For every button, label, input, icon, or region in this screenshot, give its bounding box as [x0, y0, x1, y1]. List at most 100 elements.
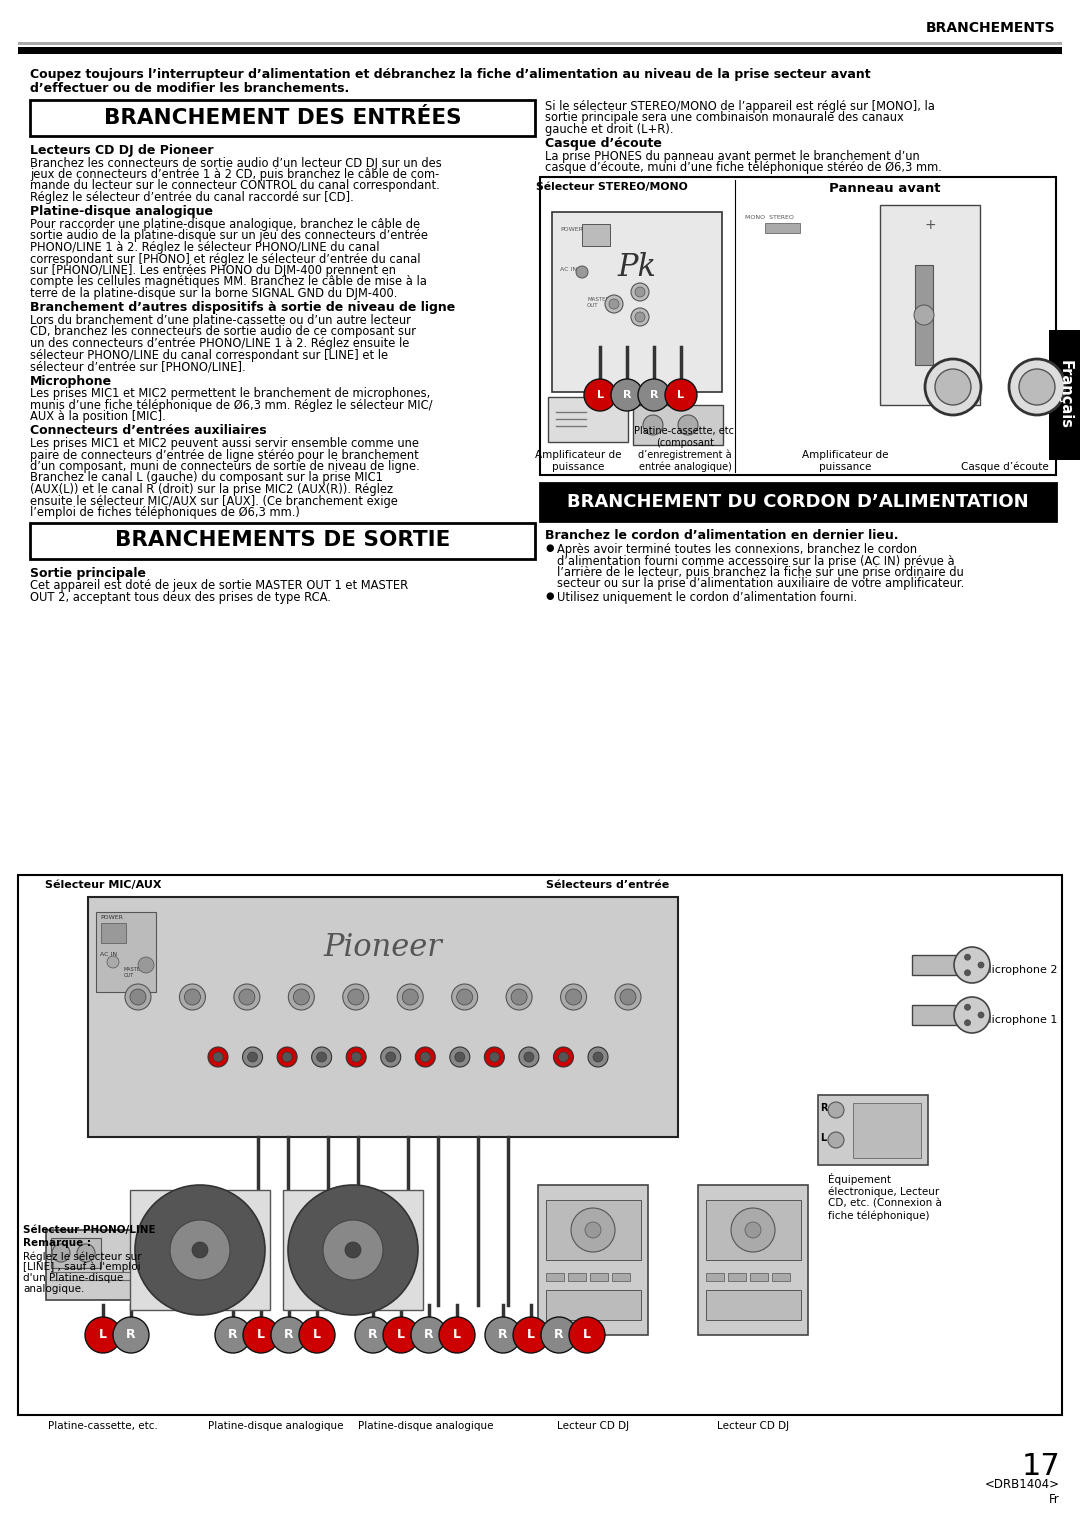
Circle shape	[828, 1102, 843, 1118]
Bar	[880, 205, 980, 405]
Text: Cet appareil est doté de jeux de sortie MASTER OUT 1 et MASTER: Cet appareil est doté de jeux de sortie …	[30, 579, 408, 591]
Text: <DRB1404>: <DRB1404>	[985, 1478, 1059, 1491]
Text: R: R	[424, 1328, 434, 1342]
Circle shape	[355, 1317, 391, 1352]
Text: R: R	[554, 1328, 564, 1342]
Bar	[546, 1273, 564, 1280]
Text: L: L	[527, 1328, 535, 1342]
Bar	[102, 923, 126, 943]
Bar	[612, 1273, 630, 1280]
Text: Réglez le sélecteur d’entrée du canal raccordé sur [CD].: Réglez le sélecteur d’entrée du canal ra…	[30, 191, 354, 205]
Bar	[590, 1273, 608, 1280]
Bar	[548, 397, 627, 442]
Bar	[633, 405, 723, 445]
Circle shape	[571, 1209, 615, 1251]
Circle shape	[964, 1019, 971, 1025]
Circle shape	[213, 1051, 222, 1062]
Circle shape	[561, 984, 586, 1010]
Circle shape	[643, 416, 663, 435]
Circle shape	[271, 1317, 307, 1352]
Text: Lors du branchement d’une platine-cassette ou d’un autre lecteur: Lors du branchement d’une platine-casset…	[30, 313, 410, 327]
Circle shape	[247, 1051, 257, 1062]
Circle shape	[678, 416, 698, 435]
Text: MONO  STEREO: MONO STEREO	[745, 215, 794, 220]
Text: d’un composant, muni de connecteurs de sortie de niveau de ligne.: d’un composant, muni de connecteurs de s…	[30, 460, 420, 474]
Circle shape	[179, 984, 205, 1010]
Circle shape	[347, 1047, 366, 1067]
Text: secteur ou sur la prise d’alimentation auxiliaire de votre amplificateur.: secteur ou sur la prise d’alimentation a…	[557, 578, 964, 590]
Text: Sortie principale: Sortie principale	[30, 567, 146, 579]
Text: R: R	[498, 1328, 508, 1342]
Text: L: L	[583, 1328, 591, 1342]
Circle shape	[113, 1317, 149, 1352]
Circle shape	[541, 1317, 577, 1352]
Circle shape	[609, 299, 619, 309]
Circle shape	[507, 984, 532, 1010]
Bar	[46, 1230, 156, 1300]
Bar	[540, 483, 1056, 521]
Text: R: R	[368, 1328, 378, 1342]
Circle shape	[351, 1051, 361, 1062]
Bar	[51, 1238, 102, 1268]
Text: l’emploi de fiches téléphoniques de Ø6,3 mm.): l’emploi de fiches téléphoniques de Ø6,3…	[30, 506, 300, 520]
Text: ●: ●	[545, 591, 554, 601]
Text: Platine-disque analogique: Platine-disque analogique	[359, 1421, 494, 1432]
Bar	[546, 1290, 642, 1320]
Text: R: R	[228, 1328, 238, 1342]
Circle shape	[978, 963, 984, 969]
Text: munis d’une fiche téléphonique de Ø6,3 mm. Réglez le sélecteur MIC/: munis d’une fiche téléphonique de Ø6,3 m…	[30, 399, 432, 411]
Text: Coupez toujours l’interrupteur d’alimentation et débranchez la fiche d’alimentat: Coupez toujours l’interrupteur d’aliment…	[30, 69, 870, 81]
Text: PHONO/LINE 1 à 2. Réglez le sélecteur PHONO/LINE du canal: PHONO/LINE 1 à 2. Réglez le sélecteur PH…	[30, 241, 379, 254]
Bar	[546, 1199, 642, 1261]
Bar	[568, 1273, 586, 1280]
Text: Platine-disque analogique: Platine-disque analogique	[208, 1421, 343, 1432]
Text: Français: Français	[1058, 361, 1074, 429]
Text: BRANCHEMENT DU CORDON D’ALIMENTATION: BRANCHEMENT DU CORDON D’ALIMENTATION	[567, 494, 1029, 510]
Text: (AUX(L)) et le canal R (droit) sur la prise MIC2 (AUX(R)). Réglez: (AUX(L)) et le canal R (droit) sur la pr…	[30, 483, 393, 497]
Text: Pour raccorder une platine-disque analogique, branchez le câble de: Pour raccorder une platine-disque analog…	[30, 219, 420, 231]
Bar	[540, 177, 1056, 475]
Circle shape	[85, 1317, 121, 1352]
Text: sélecteur d’entrée sur [PHONO/LINE].: sélecteur d’entrée sur [PHONO/LINE].	[30, 361, 245, 373]
Circle shape	[566, 989, 581, 1005]
Bar	[772, 1273, 789, 1280]
Text: gauche et droit (L+R).: gauche et droit (L+R).	[545, 122, 674, 136]
Text: L: L	[677, 390, 685, 400]
Circle shape	[569, 1317, 605, 1352]
Text: Amplificateur de
puissance: Amplificateur de puissance	[801, 451, 888, 472]
Circle shape	[576, 266, 588, 278]
Circle shape	[489, 1051, 499, 1062]
Text: l’arrière de le lecteur, puis branchez la fiche sur une prise ordinaire du: l’arrière de le lecteur, puis branchez l…	[557, 565, 963, 579]
Circle shape	[438, 1317, 475, 1352]
Circle shape	[316, 1051, 326, 1062]
Text: Lecteurs CD DJ de Pioneer: Lecteurs CD DJ de Pioneer	[30, 144, 214, 157]
Text: Utilisez uniquement le cordon d’alimentation fourni.: Utilisez uniquement le cordon d’alimenta…	[557, 591, 858, 604]
Circle shape	[294, 989, 309, 1005]
Circle shape	[524, 1051, 534, 1062]
Bar	[18, 876, 1062, 1415]
Bar	[87, 897, 678, 1137]
Circle shape	[342, 984, 368, 1010]
Circle shape	[635, 287, 645, 296]
Text: paire de connecteurs d’entrée de ligne stéréo pour le branchement: paire de connecteurs d’entrée de ligne s…	[30, 449, 419, 461]
Text: Connecteurs d’entrées auxiliaires: Connecteurs d’entrées auxiliaires	[30, 425, 267, 437]
Text: Après avoir terminé toutes les connexions, branchez le cordon: Après avoir terminé toutes les connexion…	[557, 542, 917, 556]
Circle shape	[631, 309, 649, 325]
Circle shape	[135, 1186, 265, 1316]
Bar	[1049, 330, 1080, 460]
Circle shape	[635, 312, 645, 322]
Circle shape	[1009, 359, 1065, 416]
Circle shape	[513, 1317, 549, 1352]
Circle shape	[282, 1051, 292, 1062]
Circle shape	[130, 989, 146, 1005]
Text: Branchez le canal L (gauche) du composant sur la prise MIC1: Branchez le canal L (gauche) du composan…	[30, 472, 383, 484]
Text: sur [PHONO/LINE]. Les entrées PHONO du DJM-400 prennent en: sur [PHONO/LINE]. Les entrées PHONO du D…	[30, 264, 396, 277]
Text: analogique.: analogique.	[23, 1284, 84, 1294]
Bar	[853, 1103, 921, 1158]
Circle shape	[299, 1317, 335, 1352]
Circle shape	[243, 1317, 279, 1352]
Text: Fr: Fr	[1050, 1493, 1059, 1507]
Text: Casque d’écoute: Casque d’écoute	[961, 461, 1049, 472]
Circle shape	[731, 1209, 775, 1251]
Circle shape	[208, 1047, 228, 1067]
